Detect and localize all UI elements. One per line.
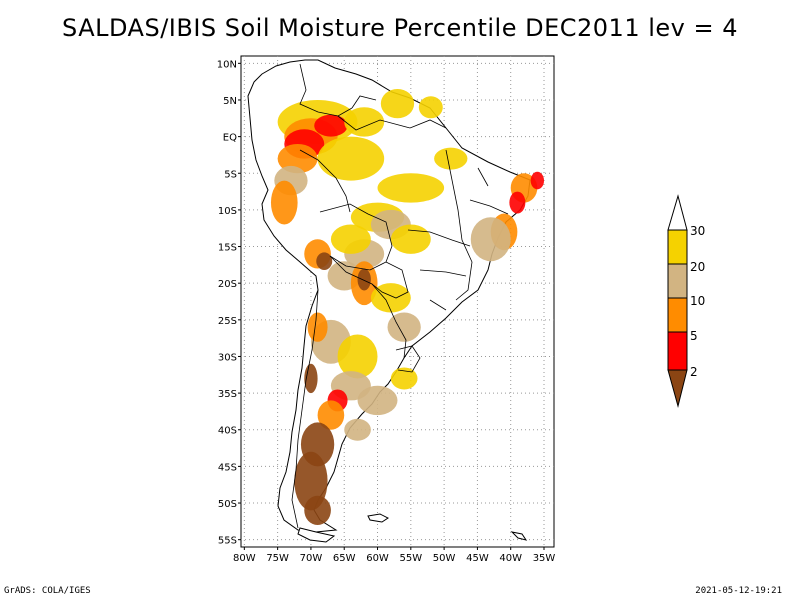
- soil-moisture-patch-20-30: [380, 88, 415, 119]
- lon-tick-label: 35W: [533, 553, 556, 564]
- soil-moisture-patch-10-20: [344, 418, 371, 441]
- country-borders: [291, 63, 509, 529]
- lat-tick-label: 5S: [224, 169, 237, 180]
- soil-moisture-patch-5-10: [270, 180, 298, 225]
- lat-tick-label: 30S: [218, 352, 237, 363]
- legend-colorbar: 30 20 10 5 2: [667, 194, 705, 408]
- legend-label-2: 2: [690, 365, 698, 379]
- soil-moisture-patch-10-20: [387, 312, 421, 342]
- border-peru-brazil: [299, 149, 351, 213]
- lat-tick-label: 5N: [223, 96, 237, 107]
- lon-tick-label: 50W: [433, 553, 456, 564]
- south-georgia-outline: [510, 531, 528, 541]
- soil-moisture-patch-20-30: [390, 367, 418, 390]
- latitude-tick-labels: 10N 5N EQ 5S 10S 15S 20S 25S 30S 35S 40S 45S 50S 55S: [217, 59, 237, 546]
- soil-moisture-patch-20-30: [418, 96, 443, 119]
- falkland-islands-outline: [367, 513, 389, 523]
- soil-moisture-patch-20-30: [434, 147, 468, 170]
- legend-swatch-5-10: [667, 297, 688, 333]
- soil-moisture-patch-20-30: [370, 283, 411, 313]
- lat-tick-label: 50S: [218, 499, 237, 510]
- lat-tick-label: EQ: [223, 133, 237, 144]
- lat-tick-label: 55S: [218, 536, 237, 547]
- legend-label-10: 10: [690, 294, 705, 308]
- lat-tick-label: 20S: [218, 279, 237, 290]
- soil-moisture-patch-20-30: [344, 107, 385, 137]
- lon-tick-label: 70W: [300, 553, 323, 564]
- border-argentina-chile: [291, 289, 319, 529]
- lon-tick-label: 40W: [499, 553, 522, 564]
- footer-credit: GrADS: COLA/IGES: [4, 586, 91, 596]
- legend-swatch-below-2: [667, 369, 688, 408]
- border-venezuela-guyana: [351, 95, 377, 109]
- lon-tick-label: 65W: [333, 553, 356, 564]
- legend-swatch-2-5: [667, 331, 688, 371]
- soil-moisture-patch-20-30: [317, 136, 385, 181]
- border-brazil-interior: [445, 149, 473, 301]
- soil-moisture-patch-10-20: [357, 385, 398, 416]
- legend-label-5: 5: [690, 329, 698, 343]
- soil-moisture-patch-5-10: [307, 312, 328, 342]
- longitude-tick-labels: 80W 75W 70W 65W 60W 55W 50W 45W 40W 35W: [233, 553, 555, 564]
- legend-swatch-above-30: [667, 194, 688, 231]
- lon-tick-label: 55W: [400, 553, 423, 564]
- soil-moisture-patch-below-2: [304, 495, 331, 526]
- border-bolivia: [319, 203, 393, 271]
- border-uruguay: [395, 345, 421, 373]
- soil-moisture-patch-2-5: [530, 171, 545, 190]
- soil-moisture-patch-5-10: [277, 143, 318, 174]
- border-argentina-north: [329, 255, 407, 359]
- soil-moisture-patch-20-30: [337, 334, 378, 379]
- soil-moisture-patch-below-2: [316, 252, 333, 270]
- page-title: SALDAS/IBIS Soil Moisture Percentile DEC…: [62, 14, 738, 42]
- border-brazil-bolivia-paraguay: [371, 261, 409, 299]
- legend-label-30: 30: [690, 224, 705, 238]
- lat-tick-label: 10N: [217, 59, 237, 70]
- soil-moisture-patch-5-10: [317, 400, 345, 430]
- lat-tick-label: 45S: [218, 462, 237, 473]
- soil-moisture-patch-2-5: [509, 191, 526, 214]
- lat-tick-label: 10S: [218, 206, 237, 217]
- soil-moisture-patch-below-2: [357, 268, 371, 291]
- soil-moisture-patch-20-30: [390, 224, 431, 254]
- border-brazil-north: [337, 115, 447, 131]
- border-brazil-states: [407, 167, 509, 311]
- lat-tick-label: 35S: [218, 389, 237, 400]
- lon-tick-label: 45W: [466, 553, 489, 564]
- lon-tick-label: 75W: [266, 553, 289, 564]
- border-colombia-venezuela: [299, 63, 353, 117]
- lat-tick-label: 40S: [218, 426, 237, 437]
- lon-tick-label: 60W: [366, 553, 389, 564]
- map-frame: [240, 55, 555, 548]
- soil-moisture-patch-20-30: [377, 173, 445, 203]
- soil-moisture-patch-below-2: [294, 451, 328, 511]
- tierra-del-fuego-outline: [297, 527, 336, 543]
- legend-label-20: 20: [690, 260, 705, 274]
- lat-tick-label: 15S: [218, 243, 237, 254]
- soil-moisture-patch-20-30: [330, 224, 371, 254]
- legend-swatch-10-20: [667, 263, 688, 299]
- soil-moisture-patch-10-20: [470, 217, 511, 262]
- lat-tick-label: 25S: [218, 316, 237, 327]
- legend-swatch-20-30: [667, 229, 688, 265]
- footer-timestamp: 2021-05-12-19:21: [695, 586, 782, 596]
- soil-moisture-shading: [270, 88, 545, 526]
- lon-tick-label: 80W: [233, 553, 256, 564]
- soil-moisture-patch-2-5: [314, 114, 348, 137]
